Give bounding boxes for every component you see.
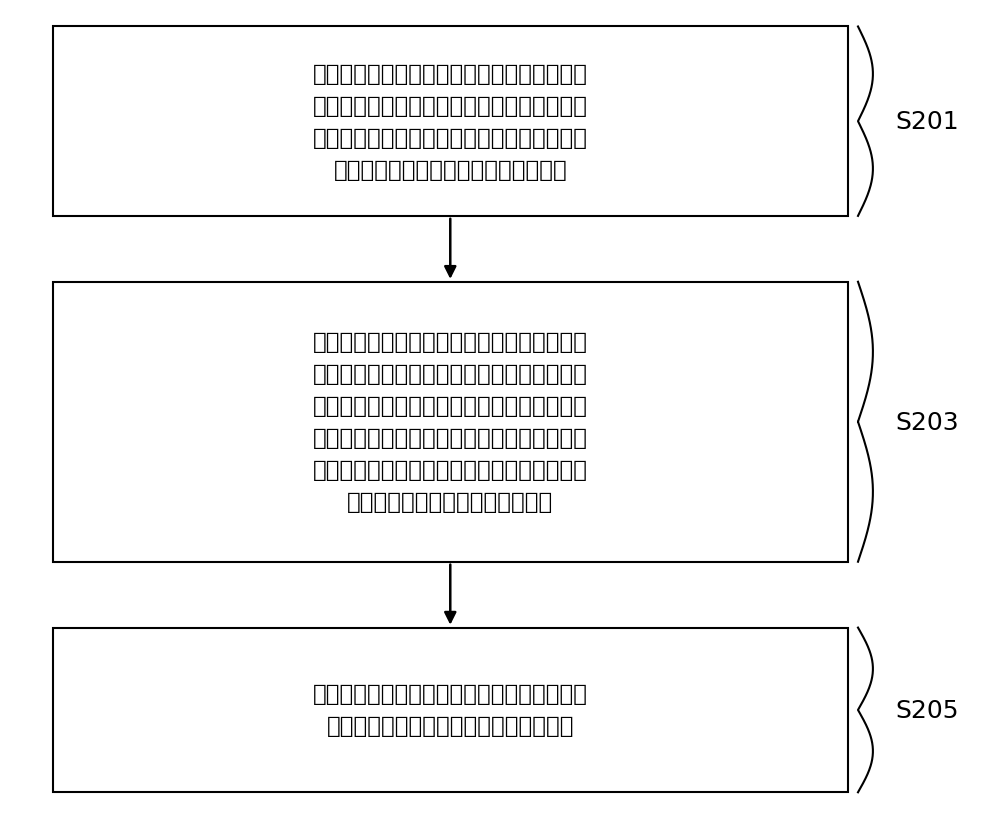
- FancyBboxPatch shape: [53, 628, 848, 792]
- FancyBboxPatch shape: [53, 27, 848, 217]
- Text: S201: S201: [896, 110, 959, 134]
- Text: S203: S203: [896, 410, 959, 434]
- Text: S205: S205: [896, 698, 959, 722]
- FancyBboxPatch shape: [53, 282, 848, 562]
- Text: 获取电压值环境对应关系；电压值环境对应关
系包括多个环境、多个电压值以及多个环境和
多个电压值之间的一一对应关系；多个环境包
括内部环境和外部环境；多个电压值是: 获取电压值环境对应关系；电压值环境对应关 系包括多个环境、多个电压值以及多个环境…: [313, 331, 588, 513]
- Text: 若检测到电池的连接确认模块输出的连接成功
信号，则获取电池的电压检测模块输出的当前
电压值；连接成功信号是连接确认模块根据电
池与电池的供电装置的连接状态生成的: 若检测到电池的连接确认模块输出的连接成功 信号，则获取电池的电压检测模块输出的当…: [313, 63, 588, 181]
- Text: 从电压值环境对应关系中确定当前电压值对应
的环境，并将环境确定为电池的充电环境: 从电压值环境对应关系中确定当前电压值对应 的环境，并将环境确定为电池的充电环境: [313, 682, 588, 738]
